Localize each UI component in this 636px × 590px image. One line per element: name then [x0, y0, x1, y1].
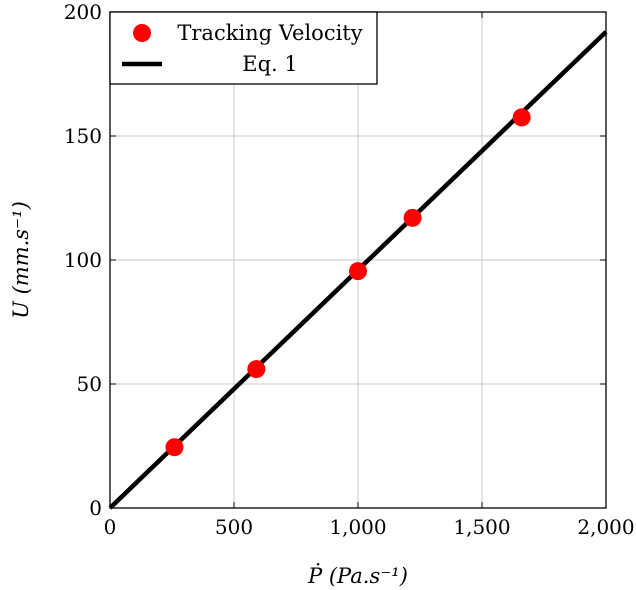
y-axis-label: U (mm.s⁻¹)	[9, 201, 33, 319]
data-point	[349, 262, 367, 281]
data-point	[165, 438, 184, 457]
data-point	[403, 208, 422, 227]
tick-labels: 0 500 1,000 1,500 2,000 0 50 100 150 200	[64, 0, 635, 539]
legend-label-tracking-velocity: Tracking Velocity	[177, 21, 362, 45]
legend: Tracking Velocity Eq. 1	[109, 11, 378, 85]
y-tick-label: 200	[64, 0, 102, 24]
x-tick-label: 1,500	[453, 515, 510, 539]
legend-label-eq1: Eq. 1	[242, 52, 297, 76]
data-point	[247, 360, 266, 379]
x-tick-label: 0	[104, 515, 117, 539]
y-tick-label: 150	[64, 124, 102, 148]
y-tick-label: 100	[64, 248, 102, 272]
data-point	[512, 108, 531, 127]
legend-box	[109, 11, 378, 85]
x-tick-label: 500	[215, 515, 253, 539]
y-tick-label: 0	[89, 496, 102, 520]
y-tick-label: 50	[77, 372, 102, 396]
series-tracking-velocity	[165, 108, 531, 457]
x-axis-label: Ṗ (Pa.s⁻¹)	[307, 564, 408, 588]
x-tick-label: 2,000	[577, 515, 634, 539]
legend-marker-tracking-velocity	[133, 24, 151, 42]
x-tick-label: 1,000	[329, 515, 386, 539]
